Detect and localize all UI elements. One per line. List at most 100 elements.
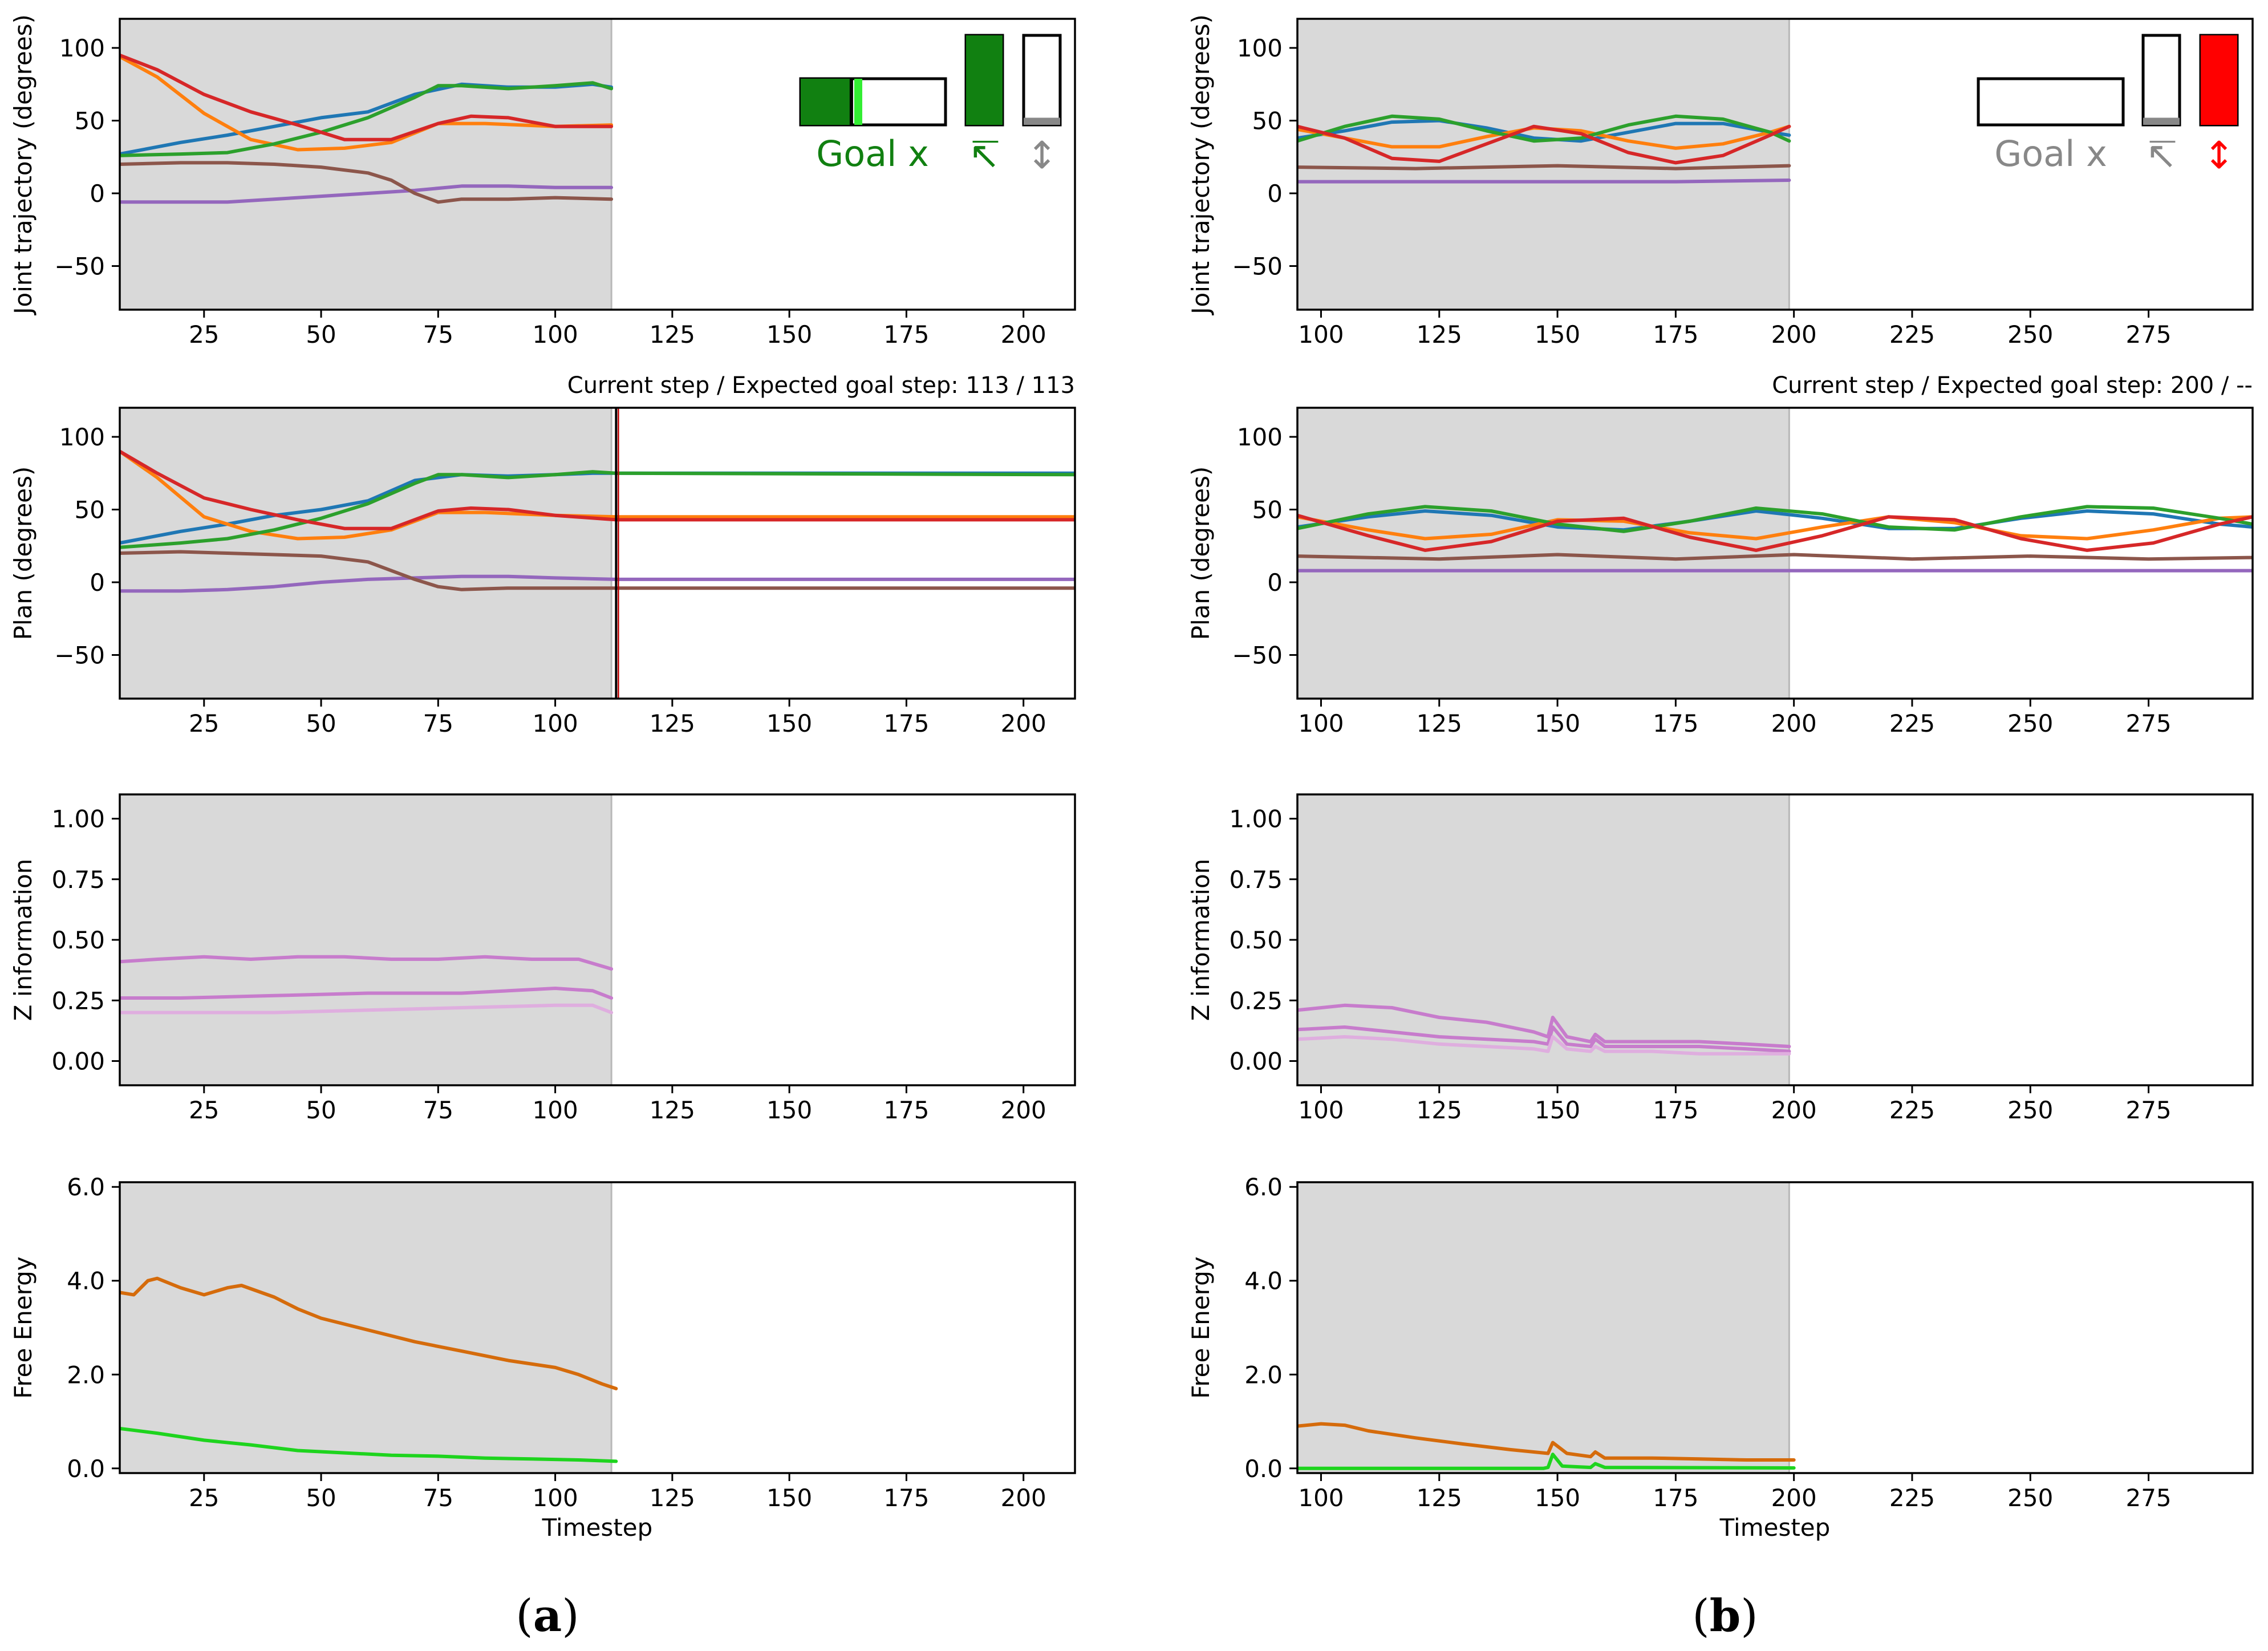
x-tick-label: 125 bbox=[650, 1484, 695, 1512]
y-tick-label: 2.0 bbox=[67, 1361, 105, 1389]
x-tick-label: 175 bbox=[1653, 709, 1698, 737]
status-left: Current step / Expected goal step: 113 /… bbox=[567, 372, 1075, 399]
series-group bbox=[120, 955, 614, 1015]
series-line-fe_orange bbox=[1297, 1422, 1796, 1462]
y-tick-label: −50 bbox=[54, 642, 105, 670]
y-axis-label: Z information bbox=[9, 859, 37, 1021]
panel-label-close: ) bbox=[1740, 1591, 1758, 1642]
x-tick-label: 125 bbox=[1417, 321, 1462, 348]
y-tick-label: 6.0 bbox=[1244, 1173, 1283, 1201]
x-tick-label: 175 bbox=[883, 1096, 929, 1124]
y-tick-label: 50 bbox=[75, 107, 105, 135]
y-axis-label: Z information bbox=[1187, 859, 1215, 1021]
series-line-red bbox=[1297, 124, 1791, 165]
series-line-z2 bbox=[120, 987, 614, 1000]
series-line-orange bbox=[1297, 515, 2253, 541]
series-line-fe_orange bbox=[120, 1276, 618, 1390]
axes-frame bbox=[119, 18, 1076, 311]
x-tick-label: 175 bbox=[883, 321, 929, 348]
y-axis-label: Plan (degrees) bbox=[9, 467, 37, 640]
x-axis-label: Timestep bbox=[1719, 1514, 1831, 1542]
axes-frame bbox=[1296, 1181, 2254, 1474]
past-region-shade bbox=[1297, 408, 1790, 699]
x-tick-label: 150 bbox=[1535, 1096, 1580, 1124]
panel-label-letter: b bbox=[1710, 1590, 1741, 1642]
y-tick-label: 50 bbox=[1252, 107, 1283, 135]
bar-2-fill bbox=[2143, 117, 2180, 125]
y-tick-label: 50 bbox=[75, 496, 105, 524]
axes-frame bbox=[119, 1181, 1076, 1474]
x-tick-label: 125 bbox=[650, 1096, 695, 1124]
y-tick-label: 0.75 bbox=[1229, 866, 1283, 894]
past-region-shade bbox=[1297, 1182, 1790, 1473]
x-tick-label: 250 bbox=[2007, 709, 2053, 737]
chart-a-plan: 25 50 75 100 125 150 175 200 −50 0 50 100 Plan (degr… bbox=[9, 407, 1076, 737]
x-tick-label: 200 bbox=[1001, 709, 1046, 737]
y-tick-label: 0 bbox=[1267, 180, 1283, 208]
axes-frame bbox=[1296, 18, 2254, 311]
goal-indicators-b: Goal x ↸ ↕ bbox=[1977, 34, 2239, 177]
y-tick-label: 0.0 bbox=[67, 1455, 105, 1483]
arrow-up-left-icon: ↸ bbox=[2145, 133, 2177, 177]
y-axis-label: Free Energy bbox=[9, 1256, 37, 1399]
x-tick-label: 175 bbox=[1653, 1096, 1698, 1124]
series-line-purple bbox=[120, 574, 1075, 593]
y-tick-label: −50 bbox=[1232, 642, 1283, 670]
x-tick-label: 275 bbox=[2125, 321, 2171, 348]
series-line-brown bbox=[120, 161, 614, 204]
x-tick-label: 150 bbox=[766, 1484, 812, 1512]
goal-x-label: Goal x bbox=[1994, 133, 2107, 175]
x-tick-label: 150 bbox=[1535, 709, 1580, 737]
x-tick-label: 50 bbox=[306, 709, 336, 737]
y-tick-label: 0 bbox=[90, 569, 105, 597]
series-line-brown bbox=[120, 550, 1075, 591]
x-tick-label: 75 bbox=[423, 1484, 453, 1512]
y-tick-label: 0.00 bbox=[1229, 1048, 1283, 1076]
series-group bbox=[1297, 1003, 1791, 1056]
bar-2-fill bbox=[966, 35, 1003, 125]
bar-3-frame bbox=[1022, 34, 1062, 127]
x-tick-label: 125 bbox=[1417, 1096, 1462, 1124]
series-line-z3 bbox=[1297, 1035, 1791, 1056]
series-line-brown bbox=[1297, 164, 1791, 171]
x-tick-label: 50 bbox=[306, 1484, 336, 1512]
series-line-blue bbox=[1297, 509, 2253, 532]
panel-label-b: (b) bbox=[1692, 1590, 1758, 1642]
y-tick-label: 0.25 bbox=[51, 987, 105, 1015]
chart-b-plan: 100 125 150 175 200 225 250 275 −50 0 50 100 Plan (d… bbox=[1187, 407, 2254, 737]
y-axis-label: Joint trajectory (degrees) bbox=[9, 14, 37, 316]
x-tick-label: 25 bbox=[189, 321, 219, 348]
x-tick-label: 100 bbox=[533, 1484, 578, 1512]
y-tick-label: 2.0 bbox=[1244, 1361, 1283, 1389]
x-tick-label: 125 bbox=[1417, 709, 1462, 737]
x-tick-label: 275 bbox=[2125, 709, 2171, 737]
panel-label-open: ( bbox=[516, 1591, 533, 1642]
series-group bbox=[120, 53, 614, 204]
y-tick-label: 0 bbox=[90, 180, 105, 208]
y-tick-label: −50 bbox=[1232, 253, 1283, 281]
x-tick-label: 25 bbox=[189, 1096, 219, 1124]
past-region-shade bbox=[120, 794, 612, 1085]
x-tick-label: 175 bbox=[1653, 1484, 1698, 1512]
y-tick-label: 0 bbox=[1267, 569, 1283, 597]
bar-3-fill bbox=[1024, 117, 1060, 125]
y-tick-label: −50 bbox=[54, 253, 105, 281]
goal-indicators-a: Goal x ↸ ↕ bbox=[799, 34, 1062, 177]
x-tick-label: 125 bbox=[1417, 1484, 1462, 1512]
y-tick-label: 4.0 bbox=[67, 1267, 105, 1295]
series-line-z3 bbox=[120, 1003, 614, 1015]
y-tick-label: 50 bbox=[1252, 496, 1283, 524]
bar-3-fill bbox=[2201, 35, 2237, 125]
series-group bbox=[1297, 505, 2253, 573]
y-tick-label: 0.00 bbox=[51, 1048, 105, 1076]
series-line-red bbox=[120, 449, 1075, 530]
past-region-shade bbox=[1297, 19, 1790, 310]
series-line-green bbox=[120, 81, 614, 157]
x-tick-label: 225 bbox=[1889, 709, 1935, 737]
x-tick-label: 225 bbox=[1889, 1096, 1935, 1124]
x-tick-label: 175 bbox=[883, 709, 929, 737]
series-line-fe_green bbox=[1297, 1453, 1796, 1470]
x-tick-label: 125 bbox=[650, 321, 695, 348]
x-tick-label: 225 bbox=[1889, 1484, 1935, 1512]
